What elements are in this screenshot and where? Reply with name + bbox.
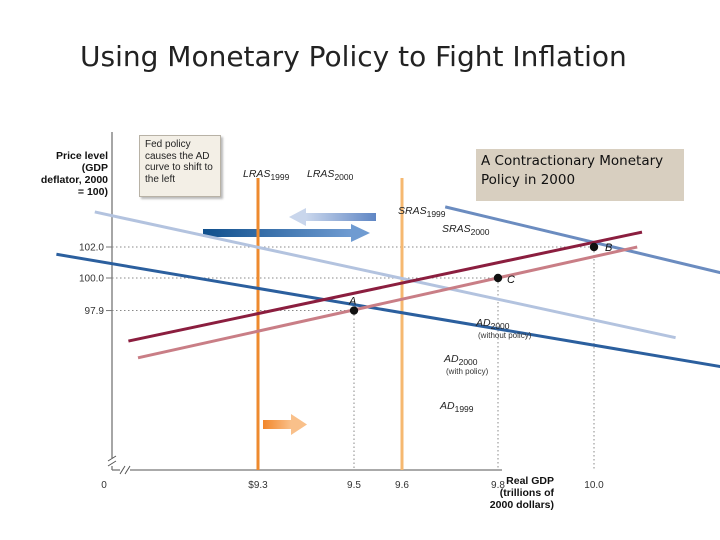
equilibrium-points: A B C (348, 242, 612, 315)
tick-labels: 97.9 100.0 102.0 $9.3 9.5 9.6 9.8 10.0 0 (79, 243, 604, 492)
x-tick-label: 9.6 (395, 480, 409, 491)
axes (107, 132, 502, 475)
curve-label-ad1999: AD1999 (439, 400, 474, 414)
curve-label-sras1999: SRAS1999 (398, 205, 446, 219)
x-axis-break-icon (119, 465, 131, 475)
curve-label-lras1999: LRAS1999 (243, 168, 290, 182)
point-label-B: B (605, 242, 612, 254)
origin-label: 0 (101, 480, 107, 491)
point-label-A: A (348, 296, 356, 308)
y-axis-label: Price level (GDP deflator, 2000 = 100) (40, 150, 108, 198)
x-axis-label: Real GDP (trillions of 2000 dollars) (489, 475, 554, 511)
x-tick-label: 9.8 (491, 480, 505, 491)
curve-ad2000_without (444, 205, 720, 275)
guide-lines (112, 246, 595, 470)
y-tick-label: 102.0 (79, 243, 104, 254)
ad-shift-arrow-left (289, 208, 376, 226)
fed-policy-note: Fed policy causes the AD curve to shift … (139, 135, 221, 197)
curves (56, 178, 720, 470)
x-tick-label: 9.5 (347, 480, 361, 491)
point-A (349, 306, 359, 315)
ad-shift-arrow-right (203, 224, 370, 242)
x-tick-label: 10.0 (584, 480, 604, 491)
curve-ad2000_with (94, 210, 676, 340)
slide-title: Using Monetary Policy to Fight Inflation (80, 40, 627, 73)
curve-label-lras2000: LRAS2000 (307, 168, 354, 182)
y-tick-label: 97.9 (85, 306, 105, 317)
curve-note-ad2000_with: (with policy) (446, 367, 489, 376)
curve-ad1999 (56, 252, 720, 369)
y-axis-break-icon (107, 455, 117, 467)
curve-sras2000 (137, 245, 638, 360)
callout-box: A Contractionary Monetary Policy in 2000 (476, 149, 684, 201)
curve-label-ad2000_with: AD2000 (443, 353, 478, 367)
curve-sras1999 (128, 230, 643, 343)
shift-arrows (203, 208, 376, 435)
y-tick-label: 100.0 (79, 274, 104, 285)
x-tick-label: $9.3 (248, 480, 268, 491)
curve-note-ad2000_without: (without policy) (478, 331, 532, 340)
curve-label-ad2000_without: AD2000 (475, 317, 510, 331)
lras-shift-arrow (263, 414, 307, 435)
curve-label-sras2000: SRAS2000 (442, 223, 490, 237)
point-B (589, 242, 599, 252)
point-label-C: C (507, 274, 515, 286)
point-C (493, 273, 503, 283)
